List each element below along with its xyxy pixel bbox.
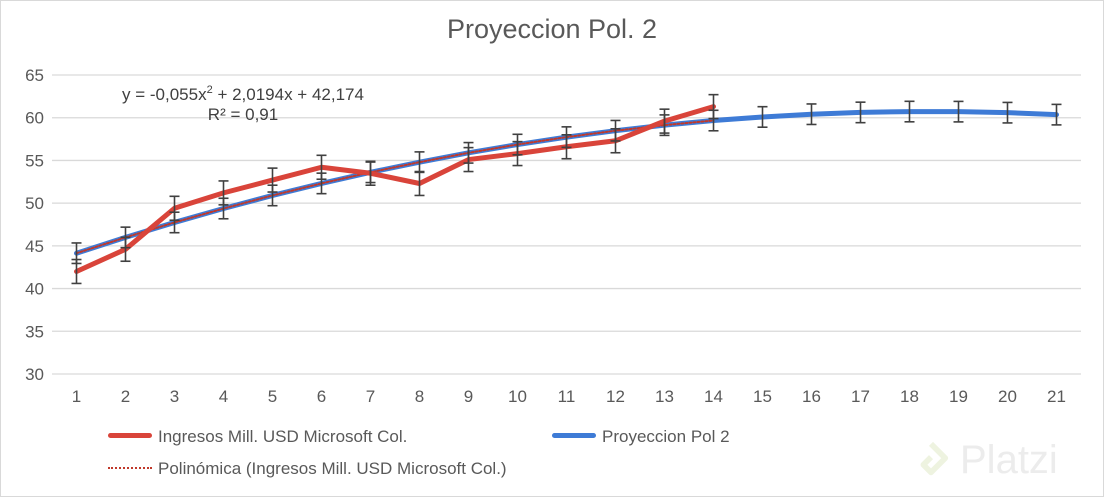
y-tick-label: 65 [25,66,44,85]
legend-item-polinomica: Polinómica (Ingresos Mill. USD Microsoft… [108,459,507,479]
legend-item-ingresos: Ingresos Mill. USD Microsoft Col. [108,427,407,447]
platzi-logo-icon [920,441,949,476]
y-tick-label: 50 [25,194,44,213]
x-tick-label: 6 [317,387,326,406]
x-tick-label: 1 [72,387,81,406]
watermark-text: Platzi [960,438,1058,482]
x-tick-label: 20 [998,387,1017,406]
x-tick-label: 10 [508,387,527,406]
x-tick-label: 18 [900,387,919,406]
x-tick-label: 16 [802,387,821,406]
y-tick-label: 45 [25,237,44,256]
legend-swatch-ingresos [108,433,152,439]
x-tick-label: 2 [121,387,130,406]
x-tick-label: 9 [464,387,473,406]
y-tick-label: 30 [25,365,44,384]
trendline-equation: y = -0,055x2 + 2,0194x + 42,174 [122,84,364,104]
legend-item-proyeccion: Proyeccion Pol 2 [552,427,730,447]
legend-label-proyeccion: Proyeccion Pol 2 [602,427,730,446]
x-tick-label: 13 [655,387,674,406]
x-tick-label: 4 [219,387,228,406]
x-tick-label: 8 [415,387,424,406]
x-tick-label: 15 [753,387,772,406]
x-tick-label: 14 [704,387,723,406]
x-tick-label: 5 [268,387,277,406]
x-tick-label: 3 [170,387,179,406]
x-tick-label: 12 [606,387,625,406]
legend-swatch-proyeccion [552,433,596,439]
y-tick-label: 40 [25,280,44,299]
x-tick-label: 11 [558,387,576,406]
y-tick-label: 55 [25,151,44,170]
series-line-polinomica [75,119,715,255]
x-tick-label: 17 [851,387,870,406]
legend-swatch-polinomica [108,466,152,469]
x-tick-label: 21 [1047,387,1066,406]
chart-title: Proyeccion Pol. 2 [446,14,658,44]
legend-label-ingresos: Ingresos Mill. USD Microsoft Col. [158,427,408,446]
legend-label-polinomica: Polinómica (Ingresos Mill. USD Microsoft… [158,459,507,478]
y-tick-label: 35 [25,322,44,341]
series-line-ingresos [74,104,716,274]
x-tick-label: 19 [949,387,968,406]
r-squared-label: R² = 0,91 [208,105,278,124]
x-tick-label: 7 [366,387,375,406]
y-tick-label: 60 [25,109,44,128]
